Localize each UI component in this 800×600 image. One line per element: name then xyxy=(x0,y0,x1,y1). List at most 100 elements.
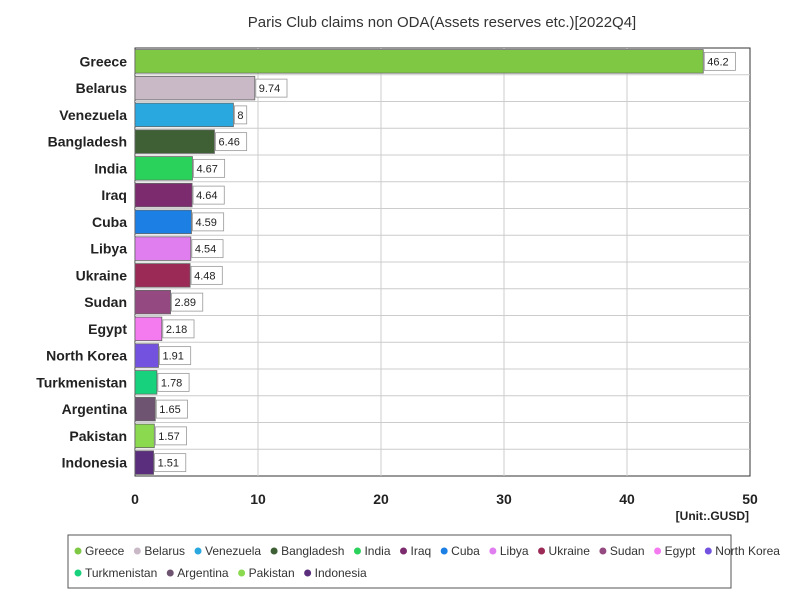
data-label-box xyxy=(162,319,195,339)
x-axis-ticks: 0 10 20 30 40 50 xyxy=(131,491,758,507)
bar xyxy=(134,450,154,475)
legend-label: Sudan xyxy=(610,544,645,558)
legend: Greece Belarus Venezuela Bangladesh India Ira… xyxy=(74,544,780,580)
bar xyxy=(134,263,191,288)
legend-marker xyxy=(440,547,448,555)
legend-marker xyxy=(74,547,82,555)
legend-label: Venezuela xyxy=(205,544,261,558)
category-label: Indonesia xyxy=(62,455,128,471)
legend-box xyxy=(67,534,732,589)
x-tick-label: 50 xyxy=(742,491,758,507)
legend-marker xyxy=(704,547,712,555)
bar xyxy=(134,102,234,128)
legend-label: India xyxy=(364,544,390,558)
legend-marker xyxy=(166,569,174,577)
bars: 46.2 9.74 8 6.46 4.67 4.64 4.59 4.54 4.48 2.89 2.1… xyxy=(134,49,736,475)
category-labels: Greece Belarus Venezuela Bangladesh India Ira… xyxy=(36,53,127,470)
legend-marker xyxy=(538,547,546,555)
bar xyxy=(134,182,193,208)
legend-label: Indonesia xyxy=(315,566,367,580)
bar xyxy=(134,343,159,368)
category-label: Iraq xyxy=(101,187,127,203)
data-label: 1.57 xyxy=(158,431,179,443)
data-label-box xyxy=(171,292,204,312)
data-label-box xyxy=(159,346,192,366)
category-label: Turkmenistan xyxy=(36,374,127,390)
bar xyxy=(134,209,192,235)
data-label-box xyxy=(193,158,226,178)
bar xyxy=(134,289,171,315)
data-label: 9.74 xyxy=(259,83,280,95)
legend-label: Pakistan xyxy=(249,566,295,580)
data-label: 4.59 xyxy=(195,217,216,229)
legend-label: Greece xyxy=(85,544,125,558)
x-tick-label: 20 xyxy=(373,491,389,507)
legend-label: Belarus xyxy=(144,544,185,558)
legend-label: Cuba xyxy=(451,544,480,558)
bar xyxy=(134,75,256,101)
bar xyxy=(134,316,163,342)
data-label-box xyxy=(190,265,223,285)
data-label: 4.54 xyxy=(195,244,216,256)
x-tick-label: 30 xyxy=(496,491,512,507)
data-label: 2.18 xyxy=(166,324,187,336)
data-label: 1.91 xyxy=(162,351,183,363)
legend-marker xyxy=(489,547,497,555)
legend-label: Iraq xyxy=(410,544,431,558)
bar xyxy=(134,236,192,261)
category-label: Greece xyxy=(80,53,128,69)
x-tick-label: 10 xyxy=(250,491,266,507)
data-label: 1.51 xyxy=(158,458,179,470)
legend-marker xyxy=(654,547,662,555)
data-label-box xyxy=(255,78,288,98)
category-label: Argentina xyxy=(62,401,128,417)
data-label-box xyxy=(154,426,187,446)
data-label-box xyxy=(703,51,736,71)
legend-marker xyxy=(599,547,607,555)
category-label: Belarus xyxy=(76,80,128,96)
data-label-box xyxy=(155,399,188,419)
bar xyxy=(134,49,704,74)
x-tick-label: 0 xyxy=(131,491,139,507)
data-label-box xyxy=(233,105,248,125)
legend-marker xyxy=(194,547,202,555)
data-label: 4.64 xyxy=(196,190,217,202)
data-label-box xyxy=(157,372,190,392)
data-label: 8 xyxy=(237,110,243,122)
category-label: Libya xyxy=(90,241,127,257)
data-label: 46.2 xyxy=(707,56,728,68)
legend-label: Argentina xyxy=(177,566,229,580)
data-label-box xyxy=(192,185,225,205)
bar xyxy=(134,423,155,449)
category-label: Cuba xyxy=(92,214,127,230)
legend-label: Bangladesh xyxy=(281,544,344,558)
category-label: Pakistan xyxy=(69,428,127,444)
legend-marker xyxy=(304,569,312,577)
category-label: India xyxy=(94,160,127,176)
data-label: 6.46 xyxy=(218,137,239,149)
data-label: 1.78 xyxy=(161,377,182,389)
data-label-box xyxy=(192,212,225,232)
unit-label: [Unit:.GUSD] xyxy=(676,509,749,523)
legend-label: Turkmenistan xyxy=(85,566,157,580)
data-label: 4.67 xyxy=(196,163,217,175)
bar xyxy=(134,396,156,422)
category-label: Bangladesh xyxy=(48,134,127,150)
bar xyxy=(134,370,158,395)
category-label: Sudan xyxy=(84,294,127,310)
category-label: Egypt xyxy=(88,321,127,337)
data-label-box xyxy=(191,239,224,259)
data-label: 1.65 xyxy=(159,404,180,416)
data-label-box xyxy=(154,453,187,473)
data-label: 4.48 xyxy=(194,270,215,282)
legend-marker xyxy=(238,569,246,577)
legend-marker xyxy=(74,569,82,577)
legend-label: Egypt xyxy=(665,544,696,558)
category-label: Ukraine xyxy=(76,267,128,283)
legend-label: Ukraine xyxy=(549,544,591,558)
bar xyxy=(134,129,215,154)
legend-marker xyxy=(353,547,361,555)
chart-title: Paris Club claims non ODA(Assets reserve… xyxy=(248,14,636,31)
data-label-box xyxy=(215,132,248,152)
